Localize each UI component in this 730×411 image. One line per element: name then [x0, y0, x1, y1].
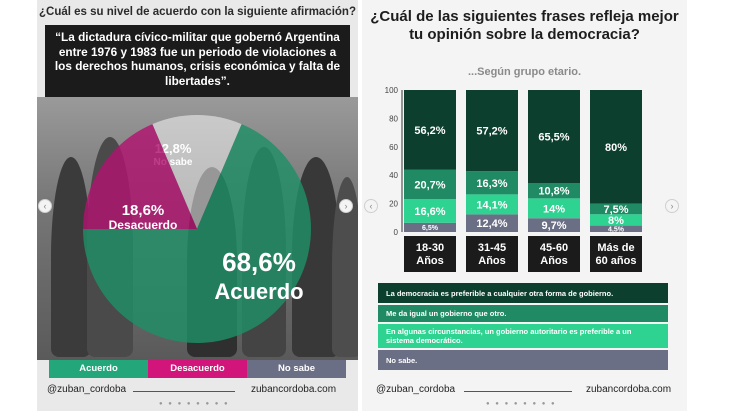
right-slide: ¿Cuál de las siguientes frases refleja m…	[362, 0, 687, 411]
pie-slice-no-sabe	[152, 114, 242, 229]
y-tick-label: 20	[389, 200, 398, 209]
bar-segment	[528, 218, 580, 232]
stacked-bar-chart: 0 20 40 60 80 100 6,5% 16,6% 20,7% 56,2% 18-30 Años…	[385, 86, 642, 272]
pie-category-label: No sabe	[154, 157, 193, 168]
bar-segment	[466, 90, 518, 172]
pie-slice-desacuerdo	[83, 124, 197, 229]
answer-option: No sabe.	[378, 350, 668, 370]
y-tick-label: 60	[389, 143, 398, 152]
bar-value-label: 4,5%	[608, 226, 625, 233]
answer-option: Me da igual un gobierno que otro.	[378, 305, 668, 322]
bar-value-label: 57,2%	[476, 126, 507, 138]
legend-no-sabe: No sabe	[247, 360, 346, 378]
bar-value-label: 16,3%	[476, 178, 507, 190]
bar-segment	[466, 214, 518, 232]
pie-value-label: 68,6%	[222, 247, 296, 277]
category-label: 31-45 Años	[478, 242, 506, 267]
slide-dots[interactable]: ● ● ● ● ● ● ● ●	[159, 401, 230, 407]
bar-segment	[466, 171, 518, 195]
pie-value-label: 18,6%	[122, 202, 165, 219]
y-tick-label: 80	[389, 114, 398, 123]
y-tick-label: 40	[389, 171, 398, 180]
bar-value-label: 80%	[605, 142, 627, 154]
footer-site: zubancordoba.com	[586, 384, 672, 395]
pie-legend: Acuerdo Desacuerdo No sabe	[49, 360, 346, 378]
quote-box: “La dictadura cívico-militar que gobernó…	[45, 25, 350, 97]
bar-segment	[404, 222, 456, 232]
bar-segment	[404, 199, 456, 223]
footer-handle: @zuban_cordoba	[47, 384, 127, 395]
bar-value-label: 8%	[608, 215, 624, 227]
footer-divider	[464, 391, 572, 392]
pie-slice-acuerdo	[83, 124, 311, 344]
footer-site: zubancordoba.com	[251, 384, 337, 395]
next-arrow-icon[interactable]: ›	[665, 199, 679, 213]
pie-category-label: Acuerdo	[214, 279, 303, 304]
category-label: 18-30 Años	[416, 242, 444, 267]
answer-option: En algunas circunstancias, un gobierno a…	[378, 324, 668, 348]
bar-value-label: 20,7%	[414, 180, 445, 192]
bar-segment	[590, 90, 642, 204]
left-slide: ¿Cuál es su nivel de acuerdo con la sigu…	[37, 0, 358, 411]
bar-value-label: 7,5%	[603, 204, 628, 216]
pie-category-label: Desacuerdo	[109, 218, 178, 232]
bar-value-label: 6,5%	[422, 225, 439, 232]
category-label-box	[590, 236, 642, 272]
footer-handle: @zuban_cordoba	[376, 384, 456, 395]
category-label: Más de 60 años	[596, 242, 637, 267]
next-arrow-icon[interactable]: ›	[339, 199, 353, 213]
answer-option: La democracia es preferible a cualquier …	[378, 283, 668, 303]
right-question: ¿Cuál de las siguientes frases refleja m…	[370, 8, 679, 43]
bar-value-label: 65,5%	[538, 132, 569, 144]
bar-segment	[528, 183, 580, 199]
bar-segment	[590, 225, 642, 232]
bar-value-label: 16,6%	[414, 206, 445, 218]
category-label: 45-60 Años	[540, 242, 568, 267]
bar-segment	[404, 90, 456, 170]
bar-value-label: 56,2%	[414, 125, 445, 137]
bar-value-label: 14,1%	[476, 199, 507, 211]
bar-segment	[466, 194, 518, 215]
category-label-box	[528, 236, 580, 272]
bar-value-label: 14%	[543, 203, 565, 215]
legend-desacuerdo: Desacuerdo	[148, 360, 247, 378]
chart-subtitle: ...Según grupo etario.	[467, 66, 582, 78]
bar-value-label: 9,7%	[541, 220, 566, 232]
footer-divider	[133, 391, 235, 392]
legend-acuerdo: Acuerdo	[49, 360, 148, 378]
y-tick-label: 100	[385, 86, 399, 95]
category-label-box	[466, 236, 518, 272]
y-tick-label: 0	[394, 228, 399, 237]
bar-segment	[590, 214, 642, 226]
bar-segment	[404, 169, 456, 200]
slide-dots[interactable]: ● ● ● ● ● ● ● ●	[486, 401, 557, 407]
bar-value-label: 10,8%	[538, 186, 569, 198]
bar-segment	[590, 203, 642, 215]
bar-segment	[528, 198, 580, 219]
bar-segment	[528, 90, 580, 184]
prev-arrow-icon[interactable]: ‹	[38, 199, 52, 213]
left-question: ¿Cuál es su nivel de acuerdo con la sigu…	[39, 6, 356, 18]
category-label-box	[404, 236, 456, 272]
bar-value-label: 12,4%	[476, 218, 507, 230]
prev-arrow-icon[interactable]: ‹	[364, 199, 378, 213]
